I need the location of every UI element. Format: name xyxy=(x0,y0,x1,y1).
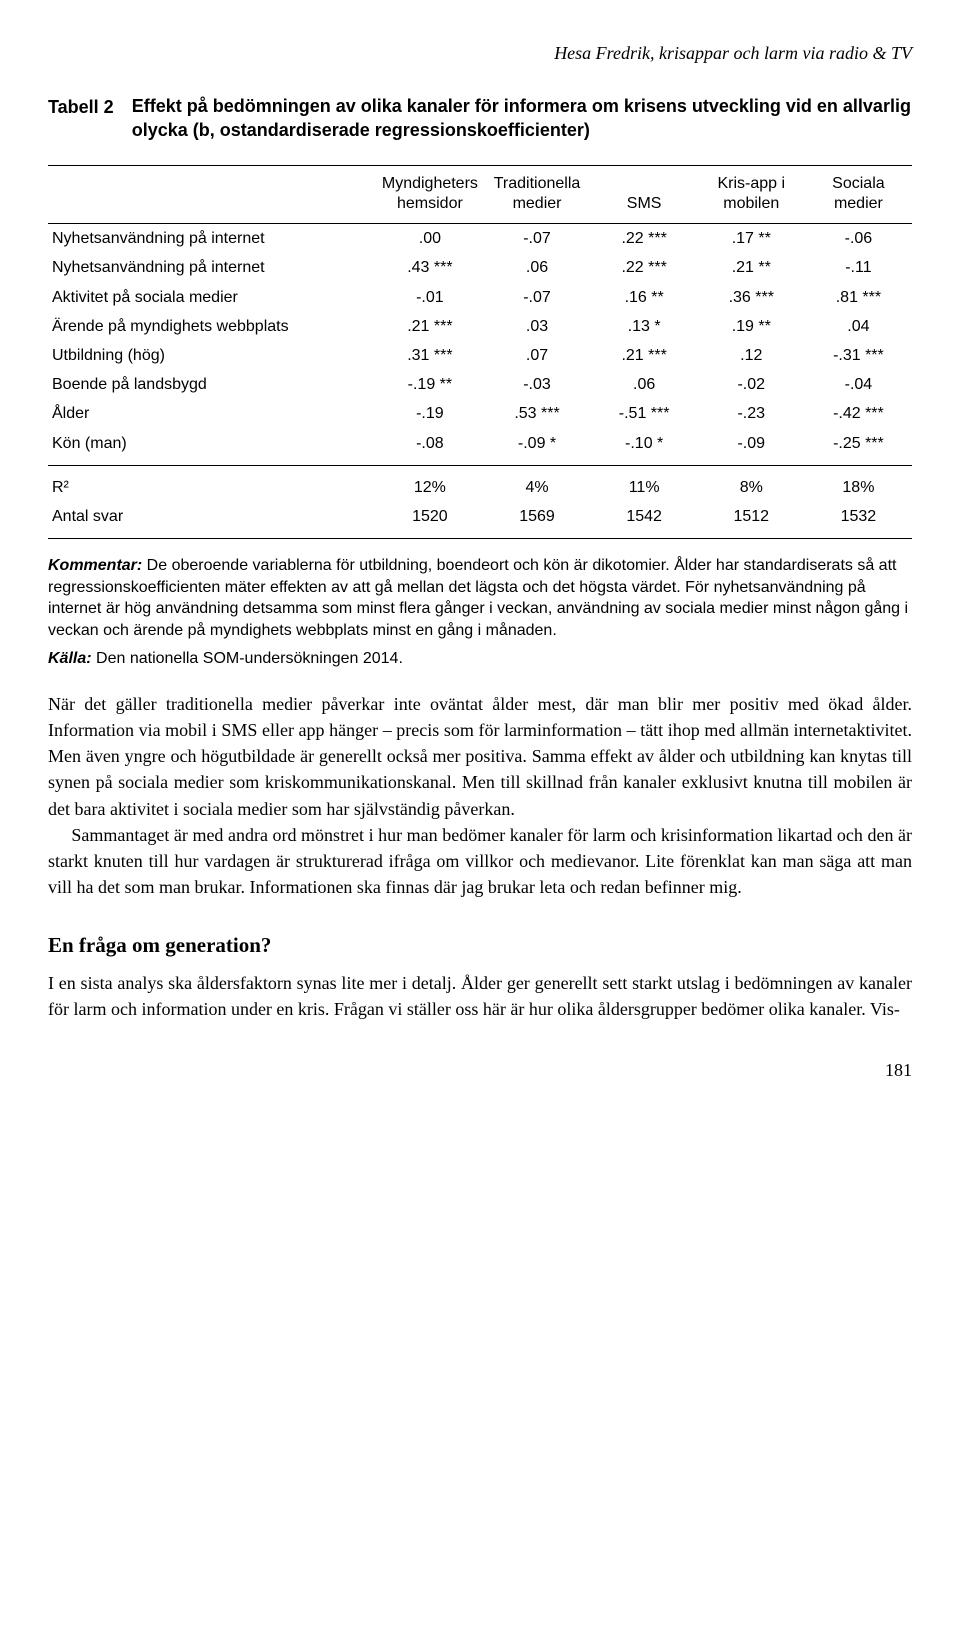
table-cell: Antal svar xyxy=(48,502,376,539)
table-cell: .31 *** xyxy=(376,341,483,370)
kommentar-text: De oberoende variablerna för utbildning,… xyxy=(48,557,908,639)
table-cell: Utbildning (hög) xyxy=(48,341,376,370)
table-cell: -.09 xyxy=(698,429,805,466)
table-cell: R² xyxy=(48,465,376,502)
table-cell: -.51 *** xyxy=(591,399,698,428)
table-cell: .43 *** xyxy=(376,253,483,282)
table-row: Nyhetsanvändning på internet.43 ***.06.2… xyxy=(48,253,912,282)
table-cell: Nyhetsanvändning på internet xyxy=(48,224,376,254)
table-cell: .21 *** xyxy=(591,341,698,370)
col-header: SMS xyxy=(591,165,698,224)
table-cell: 1569 xyxy=(483,502,590,539)
col-header: Traditionellamedier xyxy=(483,165,590,224)
table-header-row: Myndighetershemsidor Traditionellamedier… xyxy=(48,165,912,224)
table-footer-row: Antal svar15201569154215121532 xyxy=(48,502,912,539)
table-cell: 12% xyxy=(376,465,483,502)
table-cell: -.01 xyxy=(376,283,483,312)
table-cell: Ärende på myndighets webbplats xyxy=(48,312,376,341)
table-cell: 8% xyxy=(698,465,805,502)
kalla-label: Källa: xyxy=(48,650,92,667)
table-cell: -.23 xyxy=(698,399,805,428)
table-cell: -.02 xyxy=(698,370,805,399)
table-cell: .06 xyxy=(591,370,698,399)
table-note: Kommentar: De oberoende variablerna för … xyxy=(48,555,912,641)
kalla-text: Den nationella SOM-undersökningen 2014. xyxy=(92,650,403,667)
body-text: I en sista analys ska åldersfaktorn syna… xyxy=(48,970,912,1022)
kommentar-label: Kommentar: xyxy=(48,557,142,574)
table-cell: 1542 xyxy=(591,502,698,539)
table-cell: 1512 xyxy=(698,502,805,539)
table-cell: -.07 xyxy=(483,224,590,254)
regression-table: Myndighetershemsidor Traditionellamedier… xyxy=(48,165,912,539)
table-cell: Ålder xyxy=(48,399,376,428)
table-row: Ärende på myndighets webbplats.21 ***.03… xyxy=(48,312,912,341)
table-cell: .36 *** xyxy=(698,283,805,312)
table-row: Nyhetsanvändning på internet.00-.07.22 *… xyxy=(48,224,912,254)
table-cell: .03 xyxy=(483,312,590,341)
table-caption: Tabell 2 Effekt på bedömningen av olika … xyxy=(48,94,912,143)
col-header: Socialamedier xyxy=(805,165,912,224)
table-cell: .04 xyxy=(805,312,912,341)
table-source: Källa: Den nationella SOM-undersökningen… xyxy=(48,648,912,670)
table-cell: .07 xyxy=(483,341,590,370)
table-cell: 1520 xyxy=(376,502,483,539)
page-number: 181 xyxy=(48,1057,912,1083)
table-cell: .19 ** xyxy=(698,312,805,341)
table-cell: Kön (man) xyxy=(48,429,376,466)
table-cell: -.08 xyxy=(376,429,483,466)
table-cell: -.09 * xyxy=(483,429,590,466)
table-cell: .22 *** xyxy=(591,253,698,282)
table-title: Effekt på bedömningen av olika kanaler f… xyxy=(132,94,912,143)
section-heading: En fråga om generation? xyxy=(48,930,912,960)
table-cell: -.42 *** xyxy=(805,399,912,428)
table-cell: -.10 * xyxy=(591,429,698,466)
table-row: Kön (man)-.08-.09 *-.10 *-.09-.25 *** xyxy=(48,429,912,466)
table-cell: -.31 *** xyxy=(805,341,912,370)
paragraph: När det gäller traditionella medier påve… xyxy=(48,691,912,821)
table-cell: .13 * xyxy=(591,312,698,341)
running-head: Hesa Fredrik, krisappar och larm via rad… xyxy=(48,40,912,66)
table-row: Ålder-.19.53 ***-.51 ***-.23-.42 *** xyxy=(48,399,912,428)
col-header: Myndighetershemsidor xyxy=(376,165,483,224)
table-cell: .16 ** xyxy=(591,283,698,312)
table-cell: .21 ** xyxy=(698,253,805,282)
table-row: Utbildning (hög).31 ***.07.21 ***.12-.31… xyxy=(48,341,912,370)
table-footer-row: R²12%4%11%8%18% xyxy=(48,465,912,502)
table-cell: 18% xyxy=(805,465,912,502)
table-cell: -.25 *** xyxy=(805,429,912,466)
table-cell: Boende på landsbygd xyxy=(48,370,376,399)
paragraph: I en sista analys ska åldersfaktorn syna… xyxy=(48,970,912,1022)
table-cell: .12 xyxy=(698,341,805,370)
table-cell: .06 xyxy=(483,253,590,282)
table-cell: .17 ** xyxy=(698,224,805,254)
table-cell: -.19 xyxy=(376,399,483,428)
col-header: Kris-app imobilen xyxy=(698,165,805,224)
table-cell: -.03 xyxy=(483,370,590,399)
table-cell: .00 xyxy=(376,224,483,254)
table-cell: -.07 xyxy=(483,283,590,312)
paragraph: Sammantaget är med andra ord mönstret i … xyxy=(48,822,912,900)
table-cell: .53 *** xyxy=(483,399,590,428)
table-cell: -.06 xyxy=(805,224,912,254)
table-label: Tabell 2 xyxy=(48,94,114,120)
table-cell: Nyhetsanvändning på internet xyxy=(48,253,376,282)
table-cell: -.19 ** xyxy=(376,370,483,399)
table-cell: Aktivitet på sociala medier xyxy=(48,283,376,312)
table-cell: 4% xyxy=(483,465,590,502)
table-cell: .22 *** xyxy=(591,224,698,254)
table-cell: -.04 xyxy=(805,370,912,399)
table-row: Boende på landsbygd-.19 **-.03.06-.02-.0… xyxy=(48,370,912,399)
col-header xyxy=(48,165,376,224)
body-text: När det gäller traditionella medier påve… xyxy=(48,691,912,900)
table-cell: .21 *** xyxy=(376,312,483,341)
table-cell: 1532 xyxy=(805,502,912,539)
table-row: Aktivitet på sociala medier-.01-.07.16 *… xyxy=(48,283,912,312)
table-cell: -.11 xyxy=(805,253,912,282)
table-cell: 11% xyxy=(591,465,698,502)
table-cell: .81 *** xyxy=(805,283,912,312)
